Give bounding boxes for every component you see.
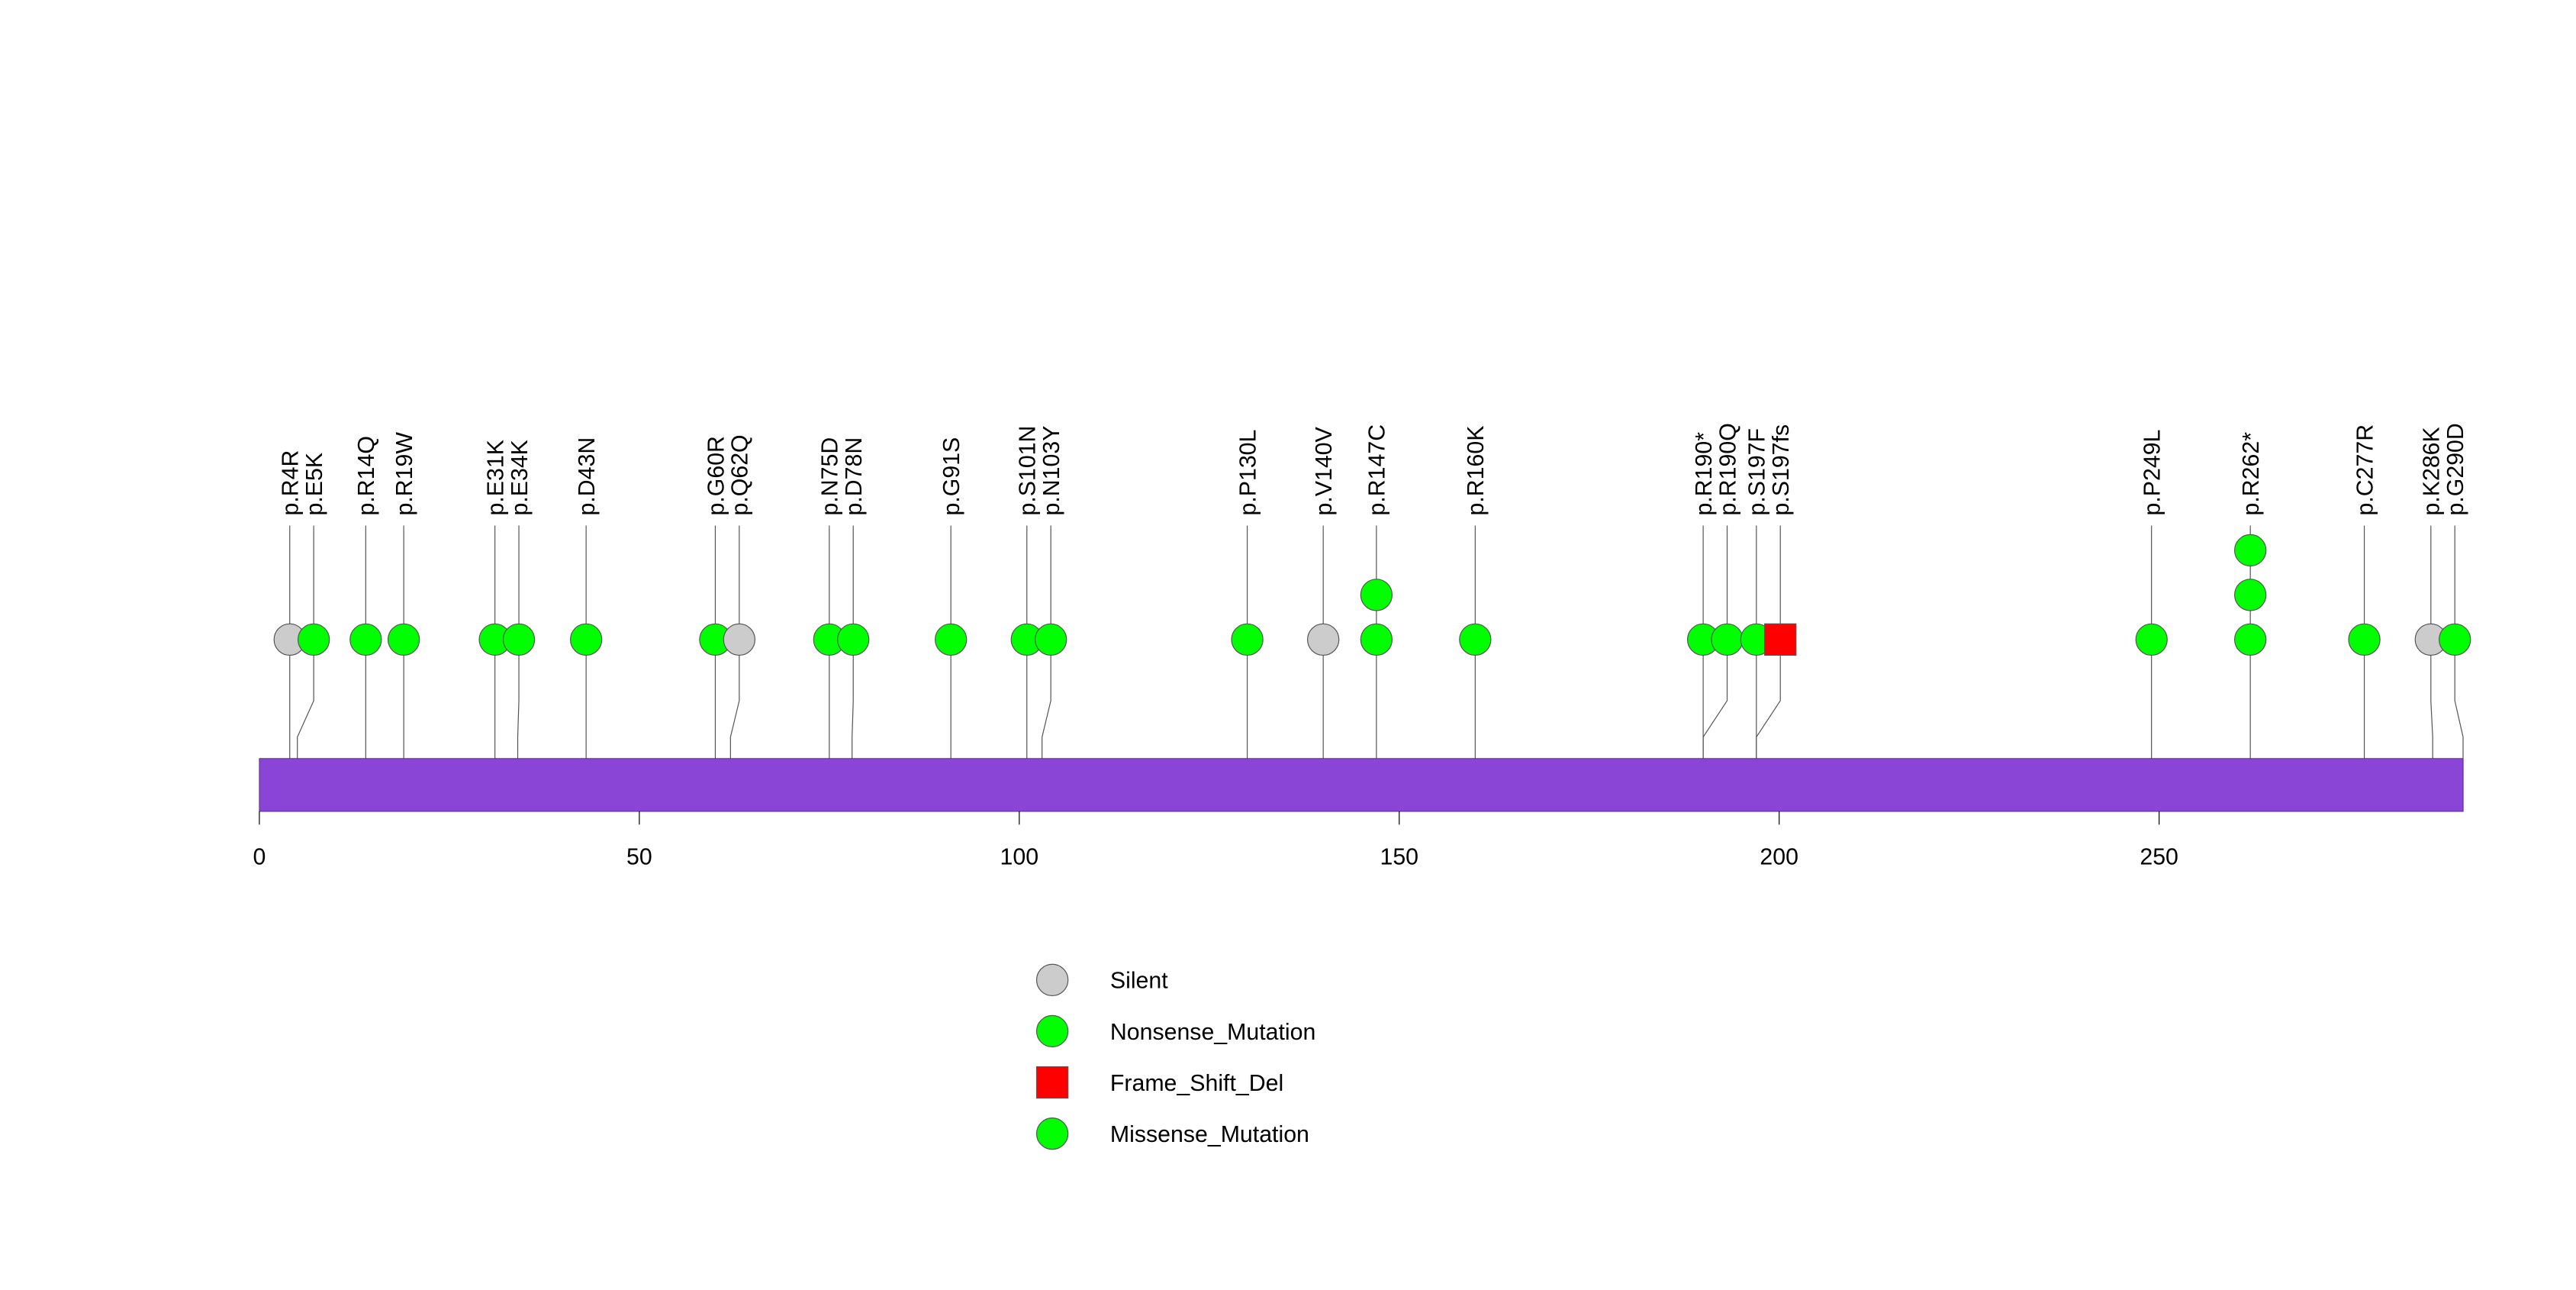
legend-label: Silent	[1110, 969, 1168, 994]
x-tick-label: 100	[1000, 844, 1039, 869]
x-tick-label: 150	[1380, 844, 1418, 869]
legend-swatch-circle	[1035, 1117, 1069, 1150]
mutation-marker-circle	[349, 623, 382, 656]
mutation-label: p.Q62Q	[728, 434, 753, 515]
mutation-marker-circle	[2439, 623, 2471, 656]
mutation-label: p.S101N	[1016, 426, 1041, 516]
mutation-label: p.R19W	[392, 432, 417, 516]
mutation-label: p.N103Y	[1039, 426, 1064, 516]
mutation-marker-circle	[1231, 623, 1264, 656]
mutation-marker-circle	[2135, 623, 2168, 656]
legend-swatch-circle	[1035, 963, 1069, 997]
x-tick-label: 200	[1760, 844, 1798, 869]
mutation-label: p.S197fs	[1769, 424, 1794, 516]
mutation-label: p.R160K	[1463, 426, 1489, 516]
mutation-marker-circle	[297, 623, 330, 656]
mutation-marker-circle	[2233, 534, 2267, 567]
mutation-label: p.K286K	[2420, 427, 2445, 515]
mutation-label: p.E5K	[302, 453, 327, 516]
mutation-label: p.R190Q	[1715, 423, 1740, 515]
mutation-marker-circle	[935, 623, 968, 656]
mutation-marker-circle	[723, 623, 756, 656]
mutation-label: p.E31K	[483, 440, 508, 515]
x-tick-label: 0	[253, 844, 266, 869]
mutation-marker-circle	[387, 623, 420, 656]
mutation-marker-square	[1764, 623, 1797, 656]
mutation-label: p.R190*	[1692, 432, 1717, 516]
x-tick-label: 250	[2140, 844, 2178, 869]
legend-label: Missense_Mutation	[1110, 1122, 1309, 1147]
mutation-marker-circle	[1360, 623, 1393, 656]
mutation-marker-circle	[1459, 623, 1492, 656]
mutation-label: p.R4R	[279, 450, 304, 516]
legend-swatch-square	[1035, 1066, 1069, 1099]
legend: Silent Nonsense_Mutation Frame_Shift_Del Mi…	[1035, 963, 1315, 1150]
mutation-marker-circle	[837, 623, 870, 656]
mutation-label: p.S197F	[1745, 428, 1770, 516]
mutation-label: p.V140V	[1312, 426, 1337, 515]
legend-label: Frame_Shift_Del	[1110, 1071, 1283, 1096]
mutation-label: p.G290D	[2443, 423, 2468, 515]
mutation-marker-circle	[1360, 579, 1393, 611]
mutation-label: p.P130L	[1235, 430, 1261, 516]
mutation-label: p.R262*	[2239, 432, 2264, 516]
mutation-marker-circle	[1711, 623, 1744, 656]
legend-swatch-circle	[1035, 1014, 1069, 1048]
mutation-label: p.D78N	[842, 437, 867, 516]
mutation-label: p.P249L	[2140, 430, 2165, 516]
mutation-marker-circle	[2348, 623, 2381, 656]
mutation-marker-circle	[2233, 579, 2267, 611]
mutation-label: p.G91S	[939, 437, 964, 516]
mutation-label: p.R147C	[1365, 424, 1390, 516]
mutation-label: p.D43N	[575, 437, 600, 516]
protein-domain-bar	[259, 758, 2464, 812]
x-tick-label: 50	[626, 844, 652, 869]
mutation-marker-circle	[2233, 623, 2267, 656]
legend-label: Nonsense_Mutation	[1110, 1020, 1315, 1045]
mutation-label: p.R14Q	[354, 436, 379, 515]
mutation-label: p.E34K	[507, 440, 533, 515]
mutation-markers	[273, 534, 2471, 656]
mutation-label: p.N75D	[818, 437, 843, 516]
mutation-marker-circle	[1034, 623, 1067, 656]
mutation-marker-circle	[502, 623, 536, 656]
mutation-label: p.G60R	[704, 436, 729, 515]
mutation-label: p.C277R	[2352, 424, 2378, 516]
protein-bar	[259, 758, 2464, 812]
mutation-marker-circle	[1306, 623, 1340, 656]
x-axis-ticks: 0 50 100 150 200 250	[253, 811, 2178, 869]
mutation-marker-circle	[569, 623, 603, 656]
